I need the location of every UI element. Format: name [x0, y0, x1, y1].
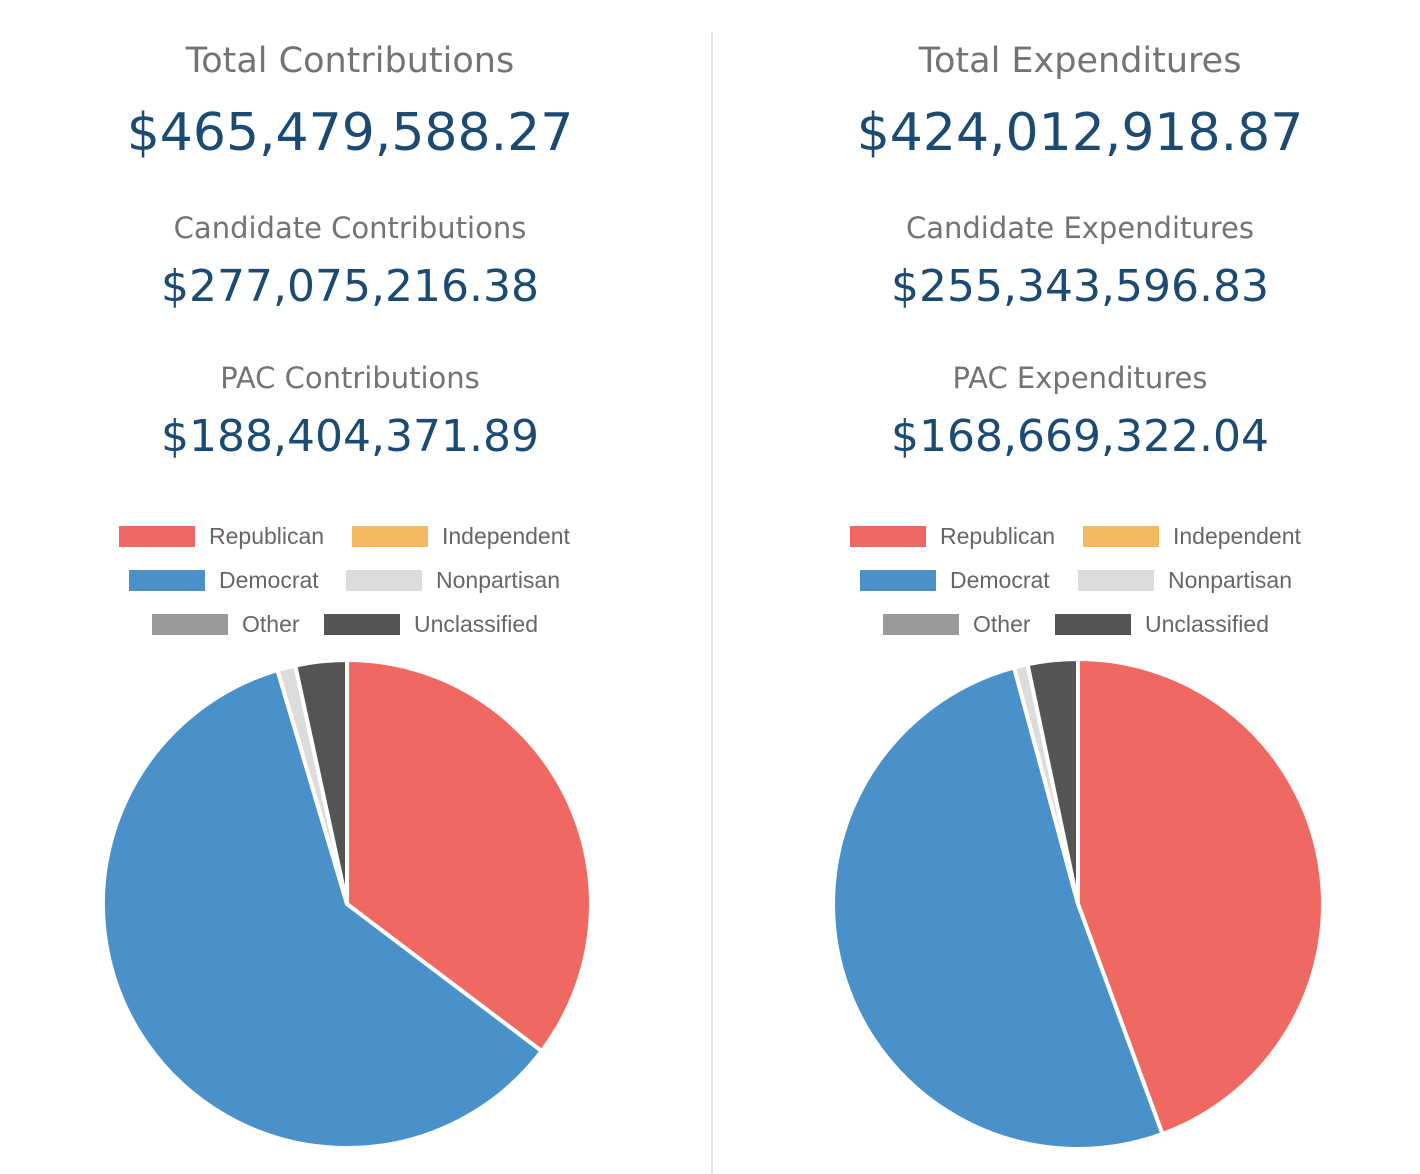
- legend-label-democrat: Democrat: [950, 566, 1050, 593]
- expenditures-panel: Total Expenditures $424,012,918.87 Candi…: [730, 0, 1420, 1174]
- legend-swatch-independent: [1083, 525, 1159, 547]
- legend-item-unclassified[interactable]: Unclassified: [324, 610, 538, 637]
- legend-label-unclassified: Unclassified: [414, 610, 538, 637]
- legend-label-unclassified: Unclassified: [1145, 610, 1269, 637]
- candidate-expenditures-label: Candidate Expenditures: [905, 211, 1255, 245]
- total-expenditures-label: Total Expenditures: [918, 41, 1242, 81]
- legend-label-other: Other: [242, 610, 300, 637]
- legend-swatch-unclassified: [324, 613, 400, 635]
- legend-item-independent[interactable]: Independent: [1083, 522, 1301, 549]
- legend-label-republican: Republican: [940, 522, 1056, 549]
- candidate-contributions-value: $277,075,216.38: [161, 261, 539, 312]
- pie-slice-republican[interactable]: [345, 658, 593, 1054]
- expenditures-pie-chart: [831, 657, 1325, 1151]
- total-contributions-label: Total Contributions: [185, 41, 515, 81]
- legend-label-democrat: Democrat: [219, 566, 319, 593]
- legend-swatch-unclassified: [1055, 613, 1131, 635]
- legend-label-independent: Independent: [1173, 522, 1301, 549]
- legend-label-other: Other: [973, 610, 1031, 637]
- legend-swatch-nonpartisan: [1078, 569, 1154, 591]
- legend-swatch-democrat: [860, 569, 936, 591]
- pie-slice-democrat[interactable]: [100, 668, 544, 1150]
- legend-item-nonpartisan[interactable]: Nonpartisan: [346, 566, 561, 593]
- legend-item-independent[interactable]: Independent: [352, 522, 570, 549]
- legend-item-nonpartisan[interactable]: Nonpartisan: [1078, 566, 1293, 593]
- legend-swatch-other: [152, 613, 228, 635]
- legend-swatch-republican: [850, 525, 926, 547]
- legend-swatch-nonpartisan: [346, 569, 422, 591]
- total-expenditures-value: $424,012,918.87: [856, 103, 1304, 163]
- pac-expenditures-label: PAC Expenditures: [952, 361, 1208, 395]
- candidate-contributions-label: Candidate Contributions: [173, 211, 527, 245]
- legend-item-other[interactable]: Other: [883, 610, 1031, 637]
- legend-item-other[interactable]: Other: [152, 610, 300, 637]
- legend-item-democrat[interactable]: Democrat: [129, 566, 319, 593]
- total-contributions-value: $465,479,588.27: [126, 103, 574, 163]
- pac-expenditures-value: $168,669,322.04: [891, 411, 1269, 462]
- pie-slice-republican[interactable]: [1076, 657, 1325, 1136]
- legend-item-republican[interactable]: Republican: [119, 522, 325, 549]
- pac-contributions-label: PAC Contributions: [220, 361, 480, 395]
- contributions-pie-chart: [100, 658, 593, 1150]
- pie-slice-unclassified[interactable]: [293, 658, 349, 906]
- pie-slice-democrat[interactable]: [831, 665, 1165, 1151]
- legend-swatch-republican: [119, 525, 195, 547]
- legend-swatch-independent: [352, 525, 428, 547]
- pac-contributions-value: $188,404,371.89: [161, 411, 539, 462]
- legend-item-republican[interactable]: Republican: [850, 522, 1056, 549]
- pie-slice-unclassified[interactable]: [1025, 657, 1080, 906]
- legend-swatch-other: [883, 613, 959, 635]
- legend-label-nonpartisan: Nonpartisan: [436, 566, 561, 593]
- legend-label-republican: Republican: [209, 522, 325, 549]
- panel-divider: [711, 32, 713, 1174]
- legend-label-nonpartisan: Nonpartisan: [1168, 566, 1293, 593]
- legend-label-independent: Independent: [442, 522, 570, 549]
- contributions-panel: Total Contributions $465,479,588.27 Cand…: [0, 0, 700, 1174]
- legend-item-unclassified[interactable]: Unclassified: [1055, 610, 1269, 637]
- legend-item-democrat[interactable]: Democrat: [860, 566, 1050, 593]
- candidate-expenditures-value: $255,343,596.83: [891, 261, 1269, 312]
- legend-swatch-democrat: [129, 569, 205, 591]
